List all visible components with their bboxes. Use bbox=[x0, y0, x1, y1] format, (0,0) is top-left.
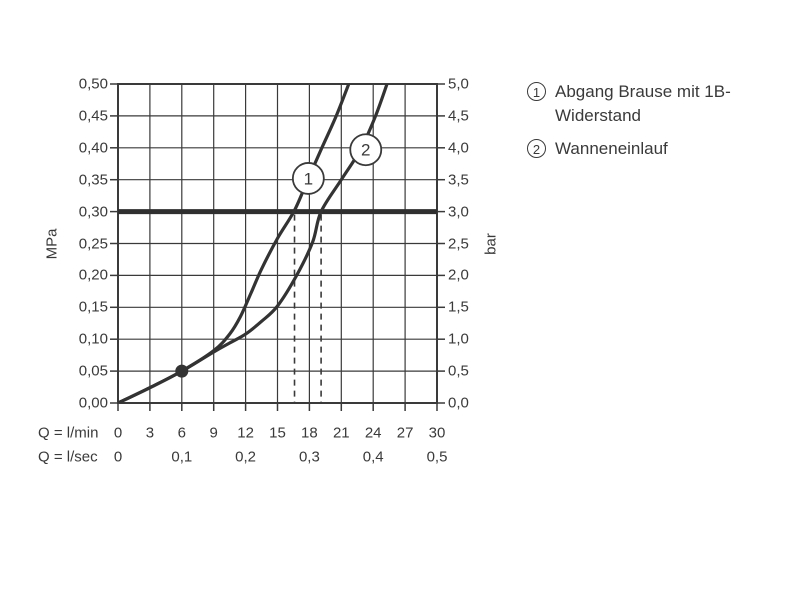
x-tick-lmin-9: 9 bbox=[209, 424, 218, 442]
y-axis-title-mpa: MPa bbox=[43, 228, 61, 260]
curve-marker-number-2: 2 bbox=[361, 141, 370, 160]
y-tick-left-0,50: 0,50 bbox=[78, 75, 108, 93]
curve-marker-1: 1 bbox=[291, 162, 325, 195]
x-tick-lmin-21: 21 bbox=[332, 424, 350, 442]
y-tick-right-0,5: 0,5 bbox=[448, 362, 469, 380]
y-tick-left-0,10: 0,10 bbox=[78, 330, 108, 348]
x-tick-lsec-0,5: 0,5 bbox=[426, 448, 448, 466]
legend-label-2-line-1: Wanneneinlauf bbox=[555, 139, 668, 158]
curve-marker-number-1: 1 bbox=[304, 169, 313, 188]
y-tick-left-0,20: 0,20 bbox=[78, 266, 108, 284]
y-tick-left-0,40: 0,40 bbox=[78, 139, 108, 157]
x-tick-lmin-27: 27 bbox=[396, 424, 414, 442]
y-tick-right-5,0: 5,0 bbox=[448, 75, 469, 93]
legend-item-2: 2 Wanneneinlauf bbox=[527, 137, 777, 161]
data-point-dot bbox=[175, 364, 189, 378]
x-axis-caption-lsec: Q = l/sec bbox=[38, 448, 98, 466]
x-tick-lmin-6: 6 bbox=[177, 424, 186, 442]
y-tick-left-0,00: 0,00 bbox=[78, 394, 108, 412]
x-tick-lmin-3: 3 bbox=[145, 424, 155, 442]
x-tick-lmin-12: 12 bbox=[237, 424, 254, 442]
y-tick-right-2,5: 2,5 bbox=[448, 235, 469, 252]
x-tick-lsec-0,1: 0,1 bbox=[171, 448, 193, 466]
legend-label-1: Abgang Brause mit 1B- Widerstand bbox=[555, 80, 731, 128]
y-tick-right-2,0: 2,0 bbox=[448, 266, 469, 284]
y-tick-right-3,0: 3,0 bbox=[448, 203, 469, 221]
legend-circled-number-1: 1 bbox=[527, 82, 546, 101]
y-tick-left-0,05: 0,05 bbox=[78, 362, 108, 380]
legend-circled-number-2: 2 bbox=[527, 139, 546, 158]
legend-label-1-line-1: Abgang Brause mit 1B- bbox=[555, 82, 731, 101]
x-tick-lmin-30: 30 bbox=[428, 424, 446, 442]
legend-label-1-line-2: Widerstand bbox=[555, 106, 641, 125]
x-tick-lmin-0: 0 bbox=[113, 424, 123, 442]
legend: 1 Abgang Brause mit 1B- Widerstand 2 Wan… bbox=[527, 80, 777, 161]
x-tick-lmin-18: 18 bbox=[301, 424, 318, 442]
legend-item-1: 1 Abgang Brause mit 1B- Widerstand bbox=[527, 80, 777, 128]
y-axis-title-bar: bar bbox=[482, 233, 500, 255]
legend-label-2: Wanneneinlauf bbox=[555, 137, 668, 161]
x-tick-lsec-0,3: 0,3 bbox=[298, 448, 320, 466]
x-tick-lsec-0,4: 0,4 bbox=[362, 448, 384, 466]
y-tick-right-4,0: 4,0 bbox=[448, 139, 469, 157]
plot-frame bbox=[117, 83, 438, 404]
y-tick-left-0,15: 0,15 bbox=[78, 298, 108, 316]
y-tick-right-0,0: 0,0 bbox=[448, 394, 469, 412]
curve-marker-2: 2 bbox=[349, 133, 383, 167]
y-tick-right-3,5: 3,5 bbox=[448, 171, 469, 189]
y-tick-left-0,35: 0,35 bbox=[78, 171, 108, 189]
y-tick-right-1,0: 1,0 bbox=[448, 330, 469, 348]
y-tick-left-0,25: 0,25 bbox=[78, 235, 108, 252]
axis-ticks bbox=[110, 83, 445, 411]
x-axis-caption-lmin: Q = l/min bbox=[38, 424, 99, 442]
x-tick-lsec-0,2: 0,2 bbox=[235, 448, 257, 466]
x-tick-lmin-15: 15 bbox=[269, 424, 286, 442]
x-tick-lsec-0: 0 bbox=[113, 448, 123, 466]
y-tick-right-1,5: 1,5 bbox=[448, 298, 469, 316]
y-tick-right-4,5: 4,5 bbox=[448, 107, 469, 125]
x-tick-lmin-24: 24 bbox=[364, 424, 382, 442]
y-tick-left-0,45: 0,45 bbox=[78, 107, 108, 125]
y-tick-left-0,30: 0,30 bbox=[78, 203, 108, 221]
grid-lines bbox=[118, 84, 437, 403]
